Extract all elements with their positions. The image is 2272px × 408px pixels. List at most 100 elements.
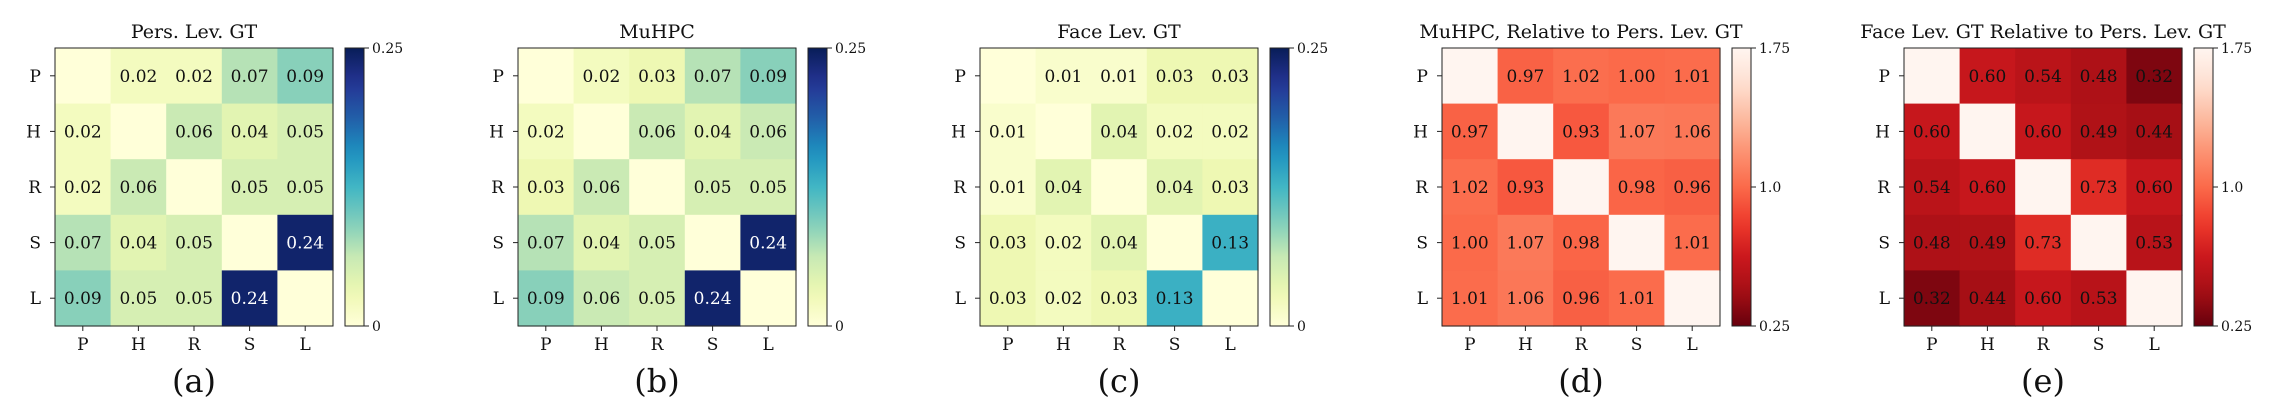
heatmap-cell bbox=[2015, 214, 2072, 271]
heatmap-cell bbox=[740, 103, 797, 160]
heatmap-cell bbox=[2126, 270, 2183, 327]
heatmap-cell bbox=[2070, 214, 2127, 271]
heatmap-cell bbox=[1497, 103, 1554, 160]
heatmap-cell bbox=[1202, 214, 1259, 271]
heatmap-cell bbox=[110, 214, 167, 271]
panel-title: MuHPC bbox=[619, 21, 695, 43]
heatmap-cell bbox=[1608, 48, 1665, 105]
cell-value-label: 1.02 bbox=[1562, 67, 1600, 87]
heatmap-cell bbox=[1553, 270, 1610, 327]
cell-value-label: 1.07 bbox=[1618, 122, 1656, 142]
cell-value-label: 0.07 bbox=[694, 67, 732, 87]
heatmap-cell bbox=[1904, 159, 1961, 216]
heatmap-cell bbox=[573, 270, 630, 327]
cell-value-label: 0.96 bbox=[1562, 289, 1600, 309]
heatmap-cell bbox=[1442, 214, 1499, 271]
cell-value-label: 1.01 bbox=[1673, 67, 1711, 87]
heatmap-cell bbox=[1146, 48, 1203, 105]
heatmap-cell bbox=[1904, 270, 1961, 327]
heatmap-panel-4: MuHPC, Relative to Pers. Lev. GT 0.97 1.02… bbox=[1413, 21, 1790, 400]
x-tick-label: P bbox=[540, 335, 551, 355]
heatmap-cell bbox=[2126, 48, 2183, 105]
heatmap-cell bbox=[2015, 159, 2072, 216]
heatmap-cell bbox=[740, 48, 797, 105]
panel-title: Pers. Lev. GT bbox=[131, 21, 258, 43]
y-tick-label: P bbox=[1879, 67, 1890, 87]
cell-value-label: 0.44 bbox=[1968, 289, 2006, 309]
heatmap-cell bbox=[2015, 270, 2072, 327]
y-tick-label: P bbox=[1417, 67, 1428, 87]
y-tick-label: L bbox=[30, 289, 41, 309]
heatmap-cell bbox=[166, 159, 223, 216]
cell-value-label: 0.01 bbox=[1100, 67, 1138, 87]
x-tick-label: H bbox=[594, 335, 609, 355]
heatmap-cell bbox=[1664, 48, 1721, 105]
cell-value-label: 0.06 bbox=[638, 122, 676, 142]
cell-value-label: 0.01 bbox=[989, 178, 1027, 198]
heatmap-cell bbox=[1497, 48, 1554, 105]
x-tick-label: H bbox=[1980, 335, 1995, 355]
y-tick-label: P bbox=[955, 67, 966, 87]
cell-value-label: 0.05 bbox=[749, 178, 787, 198]
heatmap-cell bbox=[518, 214, 575, 271]
cell-value-label: 0.05 bbox=[286, 178, 324, 198]
panel-title: Face Lev. GT bbox=[1057, 21, 1181, 43]
cell-value-label: 0.13 bbox=[1156, 289, 1194, 309]
heatmap-cell bbox=[221, 103, 278, 160]
heatmap-cell bbox=[55, 214, 112, 271]
cell-value-label: 0.09 bbox=[527, 289, 565, 309]
heatmap-cell bbox=[2070, 103, 2127, 160]
x-tick-label: H bbox=[1056, 335, 1071, 355]
cell-value-label: 0.24 bbox=[286, 234, 324, 254]
heatmap-cell bbox=[55, 270, 112, 327]
heatmap-cell bbox=[1904, 103, 1961, 160]
cell-value-label: 0.02 bbox=[1211, 122, 1249, 142]
heatmap-cell bbox=[518, 159, 575, 216]
y-tick-label: R bbox=[491, 178, 505, 198]
heatmap-cell bbox=[2015, 103, 2072, 160]
heatmap-cell bbox=[1608, 270, 1665, 327]
heatmap-cell bbox=[1553, 48, 1610, 105]
heatmap-cell bbox=[684, 214, 741, 271]
heatmap-cell bbox=[1959, 270, 2016, 327]
heatmap-cell bbox=[166, 48, 223, 105]
heatmap-cell bbox=[1091, 214, 1148, 271]
heatmap-cell bbox=[110, 48, 167, 105]
colorbar-tick-label: 0 bbox=[835, 319, 844, 335]
x-tick-label: S bbox=[1169, 335, 1181, 355]
cell-value-label: 0.48 bbox=[1913, 234, 1951, 254]
cell-value-label: 0.01 bbox=[1044, 67, 1082, 87]
cell-value-label: 0.02 bbox=[64, 178, 102, 198]
heatmap-cell bbox=[1146, 270, 1203, 327]
cell-value-label: 0.97 bbox=[1451, 122, 1489, 142]
y-tick-label: S bbox=[492, 234, 504, 254]
colorbar-tick-label: 0.25 bbox=[1297, 41, 1328, 57]
heatmap-cell bbox=[1664, 103, 1721, 160]
heatmap-cell bbox=[2070, 159, 2127, 216]
cell-value-label: 0.05 bbox=[638, 234, 676, 254]
x-tick-label: R bbox=[651, 335, 665, 355]
heatmap-cell bbox=[1035, 103, 1092, 160]
x-tick-label: R bbox=[188, 335, 202, 355]
x-tick-label: P bbox=[77, 335, 88, 355]
heatmap-cell bbox=[166, 214, 223, 271]
heatmap-cell bbox=[277, 103, 334, 160]
heatmap-cell bbox=[1959, 48, 2016, 105]
panel-caption: (a) bbox=[172, 362, 216, 400]
heatmap-cell bbox=[573, 48, 630, 105]
heatmap-cell bbox=[1035, 159, 1092, 216]
heatmap-cell bbox=[740, 159, 797, 216]
cell-value-label: 0.06 bbox=[749, 122, 787, 142]
heatmap-cell bbox=[2070, 48, 2127, 105]
colorbar-tick-label: 0.25 bbox=[1759, 319, 1790, 335]
heatmap-cell bbox=[110, 159, 167, 216]
colorbar bbox=[1269, 47, 1290, 327]
x-tick-label: L bbox=[2149, 335, 2160, 355]
cell-value-label: 0.04 bbox=[1100, 234, 1138, 254]
cell-value-label: 0.02 bbox=[1044, 234, 1082, 254]
cell-value-label: 0.03 bbox=[638, 67, 676, 87]
y-tick-label: S bbox=[1878, 234, 1890, 254]
heatmap-cell bbox=[629, 159, 686, 216]
